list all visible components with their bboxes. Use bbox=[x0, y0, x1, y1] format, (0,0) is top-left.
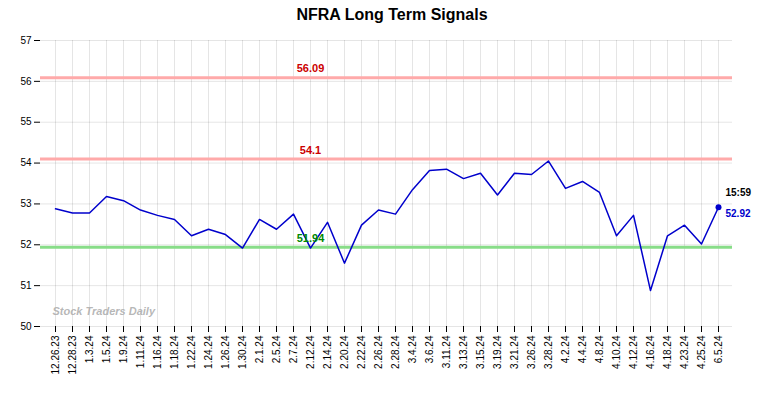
svg-text:2.28.24: 2.28.24 bbox=[390, 335, 401, 369]
svg-text:2.5.24: 2.5.24 bbox=[271, 335, 282, 363]
svg-text:3.19.24: 3.19.24 bbox=[492, 335, 503, 369]
svg-text:4.23.24: 4.23.24 bbox=[679, 335, 690, 369]
svg-text:1.26.24: 1.26.24 bbox=[220, 335, 231, 369]
svg-text:2.26.24: 2.26.24 bbox=[373, 335, 384, 369]
svg-text:4.25.24: 4.25.24 bbox=[696, 335, 707, 369]
svg-text:1.3.24: 1.3.24 bbox=[84, 335, 95, 363]
svg-text:4.16.24: 4.16.24 bbox=[645, 335, 656, 369]
svg-text:3.15.24: 3.15.24 bbox=[475, 335, 486, 369]
svg-text:3.13.24: 3.13.24 bbox=[458, 335, 469, 369]
svg-text:53: 53 bbox=[20, 198, 32, 209]
svg-text:4.12.24: 4.12.24 bbox=[628, 335, 639, 369]
svg-text:55: 55 bbox=[20, 116, 32, 127]
svg-text:1.30.24: 1.30.24 bbox=[237, 335, 248, 369]
svg-text:4.4.24: 4.4.24 bbox=[577, 335, 588, 363]
svg-text:3.11.24: 3.11.24 bbox=[441, 335, 452, 368]
svg-text:52: 52 bbox=[20, 239, 32, 250]
svg-text:56: 56 bbox=[20, 76, 32, 87]
svg-text:4.18.24: 4.18.24 bbox=[662, 335, 673, 369]
svg-text:56.09: 56.09 bbox=[297, 62, 325, 74]
svg-text:1.5.24: 1.5.24 bbox=[101, 335, 112, 363]
svg-text:3.26.24: 3.26.24 bbox=[526, 335, 537, 369]
html-text:NFRA Long Term Signals: NFRA Long Term Signals bbox=[296, 6, 488, 23]
svg-text:51.94: 51.94 bbox=[297, 232, 325, 244]
svg-text:6.5.24: 6.5.24 bbox=[713, 335, 724, 363]
svg-text:4.2.24: 4.2.24 bbox=[560, 335, 571, 363]
svg-text:2.14.24: 2.14.24 bbox=[322, 335, 333, 369]
svg-text:4.10.24: 4.10.24 bbox=[611, 335, 622, 369]
svg-text:54.1: 54.1 bbox=[300, 144, 321, 156]
svg-text:1.9.24: 1.9.24 bbox=[118, 335, 129, 363]
svg-text:12.26.23: 12.26.23 bbox=[50, 335, 61, 374]
svg-text:12.28.23: 12.28.23 bbox=[67, 335, 78, 374]
svg-text:1.24.24: 1.24.24 bbox=[203, 335, 214, 369]
svg-text:15:59: 15:59 bbox=[726, 187, 752, 198]
svg-text:57: 57 bbox=[20, 35, 32, 46]
svg-text:Stock Traders Daily: Stock Traders Daily bbox=[53, 305, 156, 317]
svg-text:2.20.24: 2.20.24 bbox=[339, 335, 350, 369]
svg-text:1.11.24: 1.11.24 bbox=[135, 335, 146, 368]
svg-text:50: 50 bbox=[20, 321, 32, 332]
svg-text:3.6.24: 3.6.24 bbox=[424, 335, 435, 363]
svg-text:54: 54 bbox=[20, 157, 32, 168]
svg-text:4.8.24: 4.8.24 bbox=[594, 335, 605, 363]
svg-text:2.22.24: 2.22.24 bbox=[356, 335, 367, 369]
svg-text:3.21.24: 3.21.24 bbox=[509, 335, 520, 369]
svg-text:1.16.24: 1.16.24 bbox=[152, 335, 163, 369]
svg-text:3.28.24: 3.28.24 bbox=[543, 335, 554, 369]
svg-text:2.12.24: 2.12.24 bbox=[305, 335, 316, 369]
svg-text:51: 51 bbox=[20, 280, 32, 291]
svg-text:2.1.24: 2.1.24 bbox=[254, 335, 265, 363]
svg-text:2.7.24: 2.7.24 bbox=[288, 335, 299, 363]
svg-text:3.4.24: 3.4.24 bbox=[407, 335, 418, 363]
svg-text:52.92: 52.92 bbox=[726, 208, 751, 219]
svg-text:1.18.24: 1.18.24 bbox=[169, 335, 180, 369]
svg-text:1.22.24: 1.22.24 bbox=[186, 335, 197, 369]
